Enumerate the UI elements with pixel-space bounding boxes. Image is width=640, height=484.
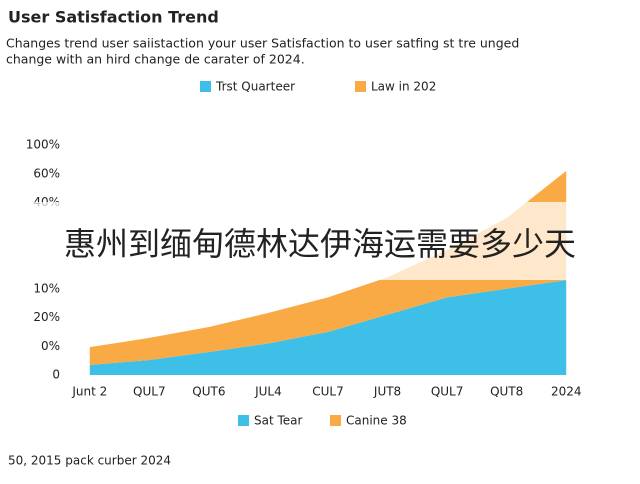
legend-swatch bbox=[238, 415, 249, 426]
y-tick-label: 0% bbox=[41, 339, 60, 353]
y-tick-label: 0 bbox=[52, 368, 60, 382]
legend-label: Canine 38 bbox=[346, 414, 407, 428]
legend-label: Trst Quarteer bbox=[215, 80, 295, 94]
legend-label: Sat Tear bbox=[254, 414, 303, 428]
x-tick-label: QUT8 bbox=[490, 385, 523, 399]
overlay-band bbox=[0, 202, 640, 280]
x-tick-label: JUL4 bbox=[254, 385, 282, 399]
subtitle: change with an hird change de carater of… bbox=[6, 52, 305, 67]
legend-label: Law in 202 bbox=[371, 80, 436, 94]
y-tick-label: 100% bbox=[26, 138, 60, 152]
chart-title: User Satisfaction Trend bbox=[8, 8, 219, 27]
legend-swatch bbox=[355, 81, 366, 92]
legend-swatch bbox=[200, 81, 211, 92]
x-tick-label: QUL7 bbox=[431, 385, 464, 399]
y-tick-label: 10% bbox=[33, 281, 60, 295]
legend-swatch bbox=[330, 415, 341, 426]
y-tick-label: 60% bbox=[33, 166, 60, 180]
x-tick-label: JUT8 bbox=[373, 385, 401, 399]
subtitle: Changes trend user saiistaction your use… bbox=[6, 36, 519, 51]
x-tick-label: QUT6 bbox=[192, 385, 225, 399]
footer: 50, 2015 pack curber 2024 bbox=[8, 454, 171, 468]
y-tick-label: 20% bbox=[33, 310, 60, 324]
annotation: 惠州到缅甸德林达伊海运需要多少天 bbox=[64, 225, 576, 263]
x-tick-label: Junt 2 bbox=[71, 385, 107, 399]
x-tick-label: CUL7 bbox=[312, 385, 343, 399]
x-tick-label: 2024 bbox=[551, 385, 582, 399]
area bbox=[89, 280, 567, 375]
x-tick-label: QUL7 bbox=[133, 385, 166, 399]
